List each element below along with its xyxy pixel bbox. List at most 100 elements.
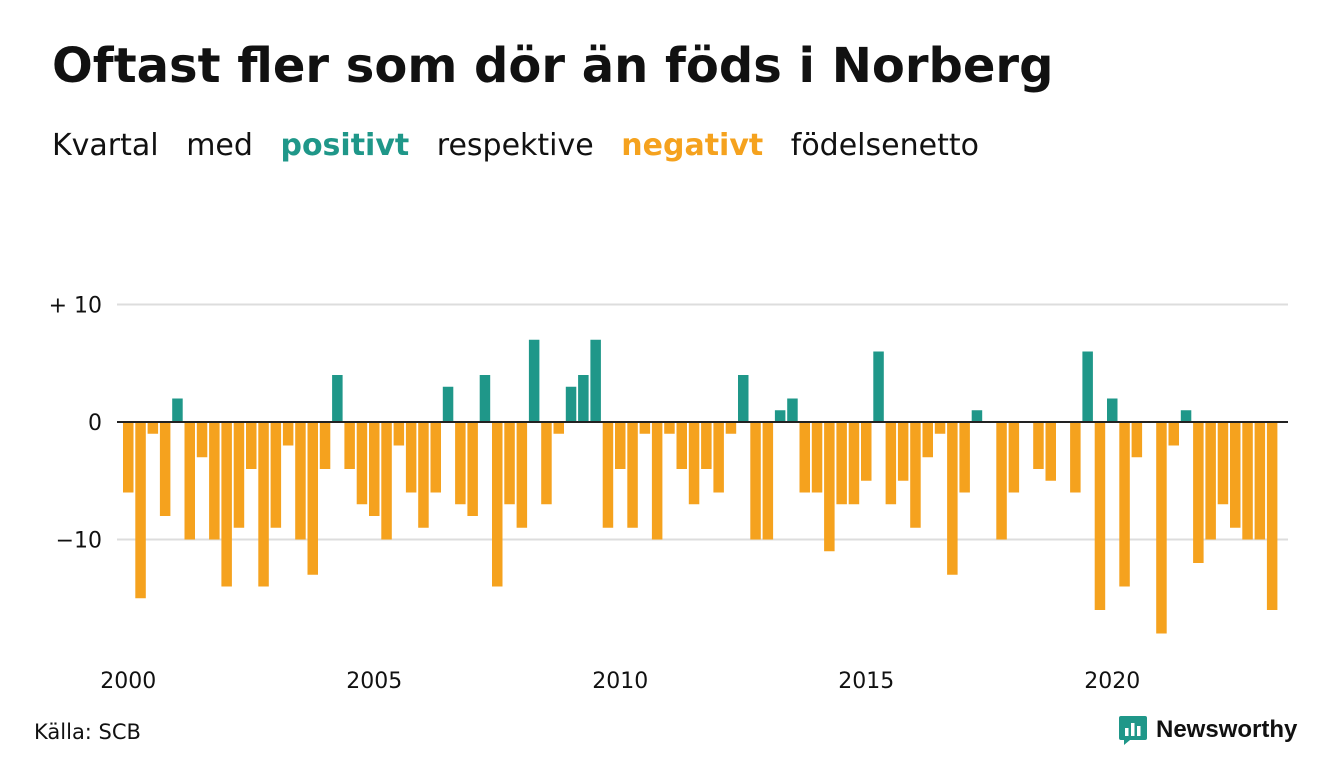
bar (442, 386, 454, 422)
y-tick-label: + 10 (49, 294, 102, 319)
subtitle-word: födelsenetto (790, 128, 979, 163)
bar (159, 422, 171, 516)
bar (344, 422, 355, 469)
bar (676, 422, 687, 469)
bar (172, 398, 183, 422)
bar (1033, 422, 1044, 469)
bar (1217, 422, 1229, 505)
bar (381, 422, 392, 540)
chart-subtitle: Kvartal med positivt respektive negativt… (52, 128, 997, 163)
bar (922, 422, 933, 458)
source-note: Källa: SCB (34, 720, 141, 744)
newsworthy-logo-icon (1119, 716, 1147, 745)
bar (799, 422, 810, 493)
bar (651, 422, 663, 540)
bar (996, 422, 1007, 540)
bar (123, 422, 134, 493)
bar-chart: + 10 0 −10 2000 2005 2010 2015 2020 (49, 294, 1288, 694)
brand: Newsworthy (1118, 714, 1297, 746)
bar (1156, 422, 1167, 634)
bar (1119, 422, 1130, 587)
subtitle-positive-label: positivt (280, 128, 410, 163)
bar (1131, 422, 1143, 458)
bar (1107, 398, 1118, 422)
x-tick-label: 2015 (838, 669, 894, 694)
subtitle-word: Kvartal (52, 128, 159, 163)
bar (578, 375, 589, 422)
bar (701, 422, 712, 469)
bar (947, 422, 958, 575)
bar (135, 422, 146, 599)
x-tick-label: 2010 (592, 669, 648, 694)
bar (848, 422, 860, 505)
bar (1094, 422, 1106, 610)
bar (1242, 422, 1253, 540)
subtitle-word: respektive (436, 128, 594, 163)
bar (221, 422, 232, 587)
bar (910, 422, 921, 528)
x-tick-label: 2005 (346, 669, 402, 694)
bar (1168, 422, 1179, 446)
bar (1254, 422, 1266, 540)
bar (553, 422, 564, 434)
bar (356, 422, 368, 505)
bar (615, 422, 626, 469)
bar (873, 351, 884, 422)
bar (455, 422, 466, 505)
bar (762, 422, 774, 540)
bar (750, 422, 761, 540)
bar (1045, 422, 1056, 481)
bar (196, 422, 208, 458)
bar (1205, 422, 1216, 540)
subtitle-word: med (186, 128, 253, 163)
x-tick-label: 2000 (100, 669, 156, 694)
bar (934, 422, 946, 434)
bar (233, 422, 245, 528)
bar (516, 422, 528, 528)
bar (1193, 422, 1204, 563)
bar (639, 422, 651, 434)
bar (836, 422, 847, 505)
bar (971, 410, 983, 422)
bar (467, 422, 478, 516)
bar (295, 422, 306, 540)
bar (369, 422, 380, 516)
x-tick-label: 2020 (1084, 669, 1140, 694)
bar (541, 422, 552, 505)
brand-name: Newsworthy (1156, 716, 1298, 743)
bar (504, 422, 515, 505)
bar (811, 422, 823, 493)
bar (602, 422, 614, 528)
bar (258, 422, 269, 587)
bar (1180, 410, 1192, 422)
bar (282, 422, 294, 446)
bar (492, 422, 503, 587)
bar (824, 422, 835, 552)
bar (959, 422, 970, 493)
bar (319, 422, 331, 469)
bar (1230, 422, 1241, 528)
bar (270, 422, 282, 528)
bar (897, 422, 909, 481)
bar (1008, 422, 1020, 493)
y-tick-label: −10 (56, 529, 102, 554)
bar (246, 422, 257, 469)
bar (393, 422, 405, 446)
bar (664, 422, 675, 434)
bar (688, 422, 700, 505)
bar (787, 398, 798, 422)
bar (479, 375, 491, 422)
bar (1070, 422, 1081, 493)
bar (627, 422, 638, 528)
bar (332, 375, 343, 422)
bar (565, 386, 577, 422)
bar (307, 422, 318, 575)
subtitle-negative-label: negativt (621, 128, 764, 163)
bar (725, 422, 737, 434)
bar (1266, 422, 1278, 610)
bar (405, 422, 417, 493)
bar (861, 422, 872, 481)
bar (209, 422, 220, 540)
bar (738, 375, 749, 422)
bar (1082, 351, 1093, 422)
